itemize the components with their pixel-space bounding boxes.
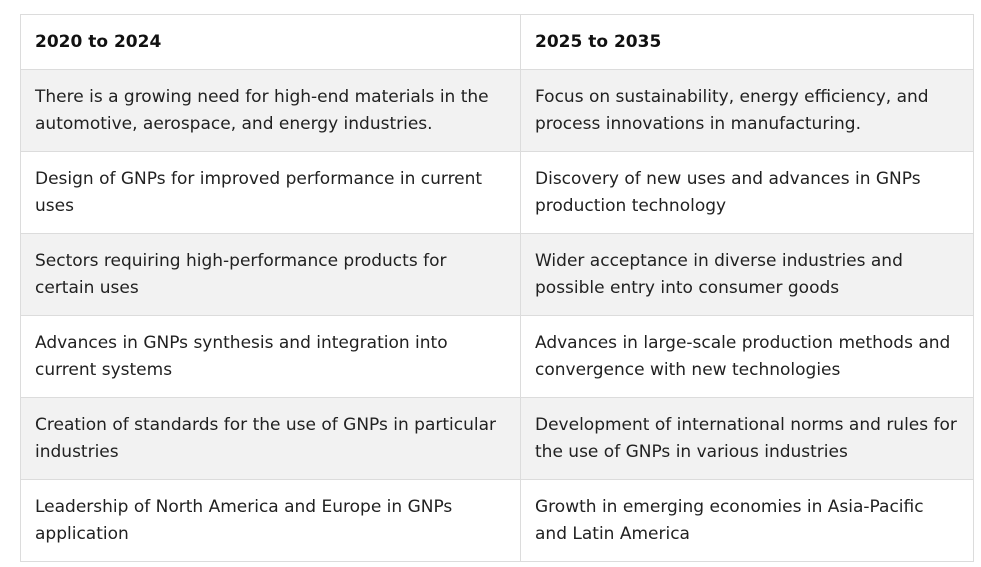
table-cell: Wider acceptance in diverse industries a… — [520, 233, 974, 316]
table-cell: Growth in emerging economies in Asia-Pac… — [520, 479, 974, 562]
table-cell: Discovery of new uses and advances in GN… — [520, 151, 974, 234]
table-cell: Advances in GNPs synthesis and integrati… — [20, 315, 521, 398]
table-row: Leadership of North America and Europe i… — [20, 479, 974, 562]
table-cell: Creation of standards for the use of GNP… — [20, 397, 521, 480]
table-cell: Design of GNPs for improved performance … — [20, 151, 521, 234]
table-cell: There is a growing need for high-end mat… — [20, 69, 521, 152]
table-cell: Advances in large-scale production metho… — [520, 315, 974, 398]
table-row: Creation of standards for the use of GNP… — [20, 397, 974, 480]
table-row: Design of GNPs for improved performance … — [20, 151, 974, 234]
table-cell: Focus on sustainability, energy efficien… — [520, 69, 974, 152]
table-cell: Development of international norms and r… — [520, 397, 974, 480]
header-2020-2024: 2020 to 2024 — [20, 14, 521, 70]
table-cell: Sectors requiring high-performance produ… — [20, 233, 521, 316]
table-row: Sectors requiring high-performance produ… — [20, 233, 974, 316]
comparison-table-container: 2020 to 2024 2025 to 2035 There is a gro… — [20, 14, 974, 562]
table-header-row: 2020 to 2024 2025 to 2035 — [20, 14, 974, 70]
table-row: Advances in GNPs synthesis and integrati… — [20, 315, 974, 398]
table-cell: Leadership of North America and Europe i… — [20, 479, 521, 562]
comparison-table: 2020 to 2024 2025 to 2035 There is a gro… — [20, 14, 974, 562]
table-row: There is a growing need for high-end mat… — [20, 69, 974, 152]
header-2025-2035: 2025 to 2035 — [520, 14, 974, 70]
